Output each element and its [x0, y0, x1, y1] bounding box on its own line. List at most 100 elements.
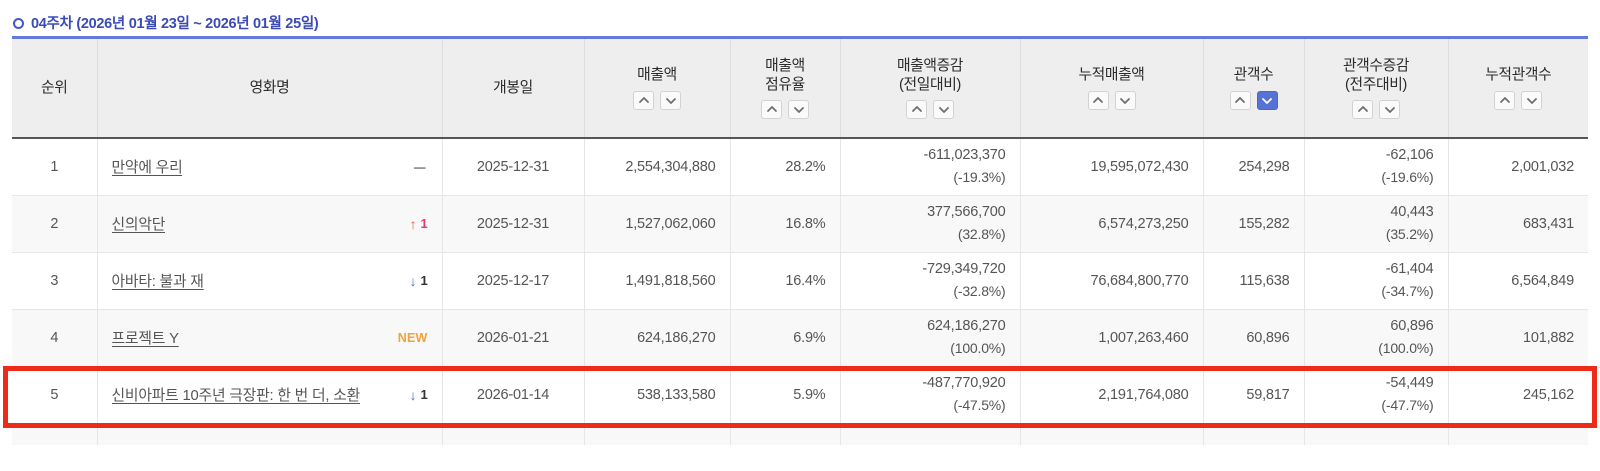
column-header-label: 매출액증감 (전일대비): [896, 57, 964, 93]
sort-desc-button-sales_share[interactable]: [788, 100, 809, 120]
movie-title-link[interactable]: 프로젝트 Y: [111, 331, 179, 347]
sort-desc-button-audience_change[interactable]: [1379, 100, 1400, 120]
cell-empty: [12, 423, 98, 445]
sales-change-value: -729,349,720: [922, 261, 1006, 278]
sort-desc-button-cum_sales[interactable]: [1114, 90, 1136, 110]
cell-sales: 1,491,818,560: [584, 252, 731, 310]
cell-cumulative-sales: 76,684,800,770: [1020, 252, 1204, 310]
cell-empty: [1020, 423, 1204, 445]
table-row: 2 신의악단 ↑ 1 2025-12-31 1,527,062,060 16.8% 377,5…: [12, 195, 1588, 253]
cell-audience: 115,638: [1203, 252, 1305, 310]
cell-sales-share: 5.9%: [730, 366, 841, 424]
cell-release-date: 2025-12-31: [442, 138, 585, 196]
cell-audience: 254,298: [1203, 138, 1305, 196]
rank-down-arrow-icon: ↓: [409, 272, 417, 289]
sort-desc-button-sales[interactable]: [660, 90, 681, 110]
column-header-audience: 관객수: [1203, 39, 1305, 139]
table-body: 1 만약에 우리 － 2025-12-31 2,554,304,880 28.2% -611…: [12, 138, 1588, 445]
rank-change-value: 1: [420, 216, 428, 231]
column-header-label: 관객수증감 (전주대비): [1342, 57, 1410, 93]
sales-change-value: 377,566,700: [927, 204, 1006, 221]
cell-sales-share: 28.2%: [730, 138, 841, 196]
audience-change-value: 40,443: [1390, 204, 1434, 221]
cell-release-date: 2025-12-31: [442, 195, 585, 253]
cell-cumulative-audience: 683,431: [1448, 195, 1588, 253]
sales-change-percent: (-47.5%): [953, 396, 1006, 413]
sort-asc-button-sales_change[interactable]: [906, 100, 927, 120]
circle-outline-icon: [13, 17, 24, 29]
audience-change-percent: (-19.6%): [1381, 169, 1434, 186]
column-header-label: 관객수: [1233, 67, 1274, 84]
cell-cumulative-audience: 101,882: [1448, 309, 1588, 367]
sort-asc-button-cum_sales[interactable]: [1087, 90, 1109, 110]
cell-sales-change: 377,566,700 (32.8%): [840, 195, 1021, 253]
sort-controls-audience_change: [1352, 100, 1400, 120]
boxoffice-table-container: 순위 영화명 개봉일 매출액 매출액 점유율 매출액증감 (전일대비) 누적매출액 관객수 관객…: [3, 36, 1597, 445]
column-header-label: 매출액: [637, 67, 677, 84]
audience-change-value: -62,106: [1385, 147, 1434, 164]
cell-empty: [1304, 423, 1449, 445]
movie-title-link[interactable]: 신비아파트 10주년 극장판: 한 번 더, 소환: [111, 388, 361, 404]
sort-controls-sales_share: [761, 100, 809, 120]
boxoffice-table: 순위 영화명 개봉일 매출액 매출액 점유율 매출액증감 (전일대비) 누적매출액 관객수 관객…: [12, 39, 1588, 445]
column-header-movie: 영화명: [97, 39, 443, 139]
cell-sales-share: 16.8%: [730, 195, 841, 253]
cell-empty: [442, 423, 585, 445]
column-header-label: 누적매출액: [1078, 67, 1145, 84]
cell-audience-change: -61,404 (-34.7%): [1304, 252, 1449, 310]
cell-empty: [730, 423, 841, 445]
cell-rank: 1: [12, 138, 98, 196]
column-header-label: 개봉일: [493, 79, 533, 96]
cell-rank: 2: [12, 195, 98, 253]
new-badge: NEW: [397, 330, 428, 345]
sort-desc-button-audience[interactable]: [1256, 90, 1278, 110]
cell-audience: 59,817: [1203, 366, 1305, 424]
cell-audience: 155,282: [1203, 195, 1305, 253]
sort-desc-button-cum_audience[interactable]: [1521, 90, 1543, 110]
sort-asc-button-audience_change[interactable]: [1352, 100, 1373, 120]
sort-desc-button-sales_change[interactable]: [933, 100, 954, 120]
cell-empty: [840, 423, 1021, 445]
cell-sales: 538,133,580: [584, 366, 731, 424]
column-header-label: 영화명: [249, 79, 290, 96]
section-header: 04주차 (2026년 01월 23일 ~ 2026년 01월 25일): [0, 0, 1600, 36]
table-header-row: 순위 영화명 개봉일 매출액 매출액 점유율 매출액증감 (전일대비) 누적매출액 관객수 관객…: [12, 39, 1588, 139]
movie-title-link[interactable]: 신의악단: [111, 217, 166, 233]
sort-asc-button-sales[interactable]: [633, 90, 654, 110]
sort-asc-button-audience[interactable]: [1229, 90, 1251, 110]
cell-audience-change: 40,443 (35.2%): [1304, 195, 1449, 253]
cell-empty: [97, 423, 443, 445]
cell-cumulative-audience: 6,564,849: [1448, 252, 1588, 310]
sort-asc-button-sales_share[interactable]: [761, 100, 782, 120]
rank-up-arrow-icon: ↑: [409, 215, 417, 232]
cell-sales-change: -487,770,920 (-47.5%): [840, 366, 1021, 424]
sales-change-percent: (32.8%): [957, 225, 1006, 242]
cell-sales: 1,527,062,060: [584, 195, 731, 253]
table-row: 3 아바타: 불과 재 ↓ 1 2025-12-17 1,491,818,560 16.4%…: [12, 252, 1588, 310]
cell-empty: [1448, 423, 1588, 445]
table-row-partial: [12, 423, 1588, 445]
cell-release-date: 2025-12-17: [442, 252, 585, 310]
movie-title-link[interactable]: 만약에 우리: [111, 160, 183, 177]
sales-change-percent: (-32.8%): [953, 282, 1006, 299]
rank-change-value: 1: [420, 387, 428, 402]
cell-empty: [584, 423, 731, 445]
cell-audience-change: 60,896 (100.0%): [1304, 309, 1449, 367]
table-row: 5 신비아파트 10주년 극장판: 한 번 더, 소환 ↓ 1 2026-01-14 53…: [12, 366, 1588, 424]
cell-cumulative-sales: 6,574,273,250: [1020, 195, 1204, 253]
column-header-sales_change: 매출액증감 (전일대비): [840, 39, 1021, 139]
cell-sales: 624,186,270: [584, 309, 731, 367]
cell-rank: 3: [12, 252, 98, 310]
column-header-label: 순위: [41, 79, 68, 96]
cell-sales-change: -611,023,370 (-19.3%): [840, 138, 1021, 196]
cell-rank: 5: [12, 366, 98, 424]
cell-cumulative-sales: 2,191,764,080: [1020, 366, 1204, 424]
sales-change-value: -611,023,370: [923, 147, 1006, 164]
rank-change: ↑ 1: [410, 216, 428, 231]
movie-title-link[interactable]: 아바타: 불과 재: [111, 274, 204, 290]
sales-change-value: 624,186,270: [927, 318, 1006, 335]
sort-asc-button-cum_audience[interactable]: [1494, 90, 1516, 110]
sort-controls-audience: [1229, 90, 1278, 110]
column-header-audience_change: 관객수증감 (전주대비): [1304, 39, 1449, 139]
